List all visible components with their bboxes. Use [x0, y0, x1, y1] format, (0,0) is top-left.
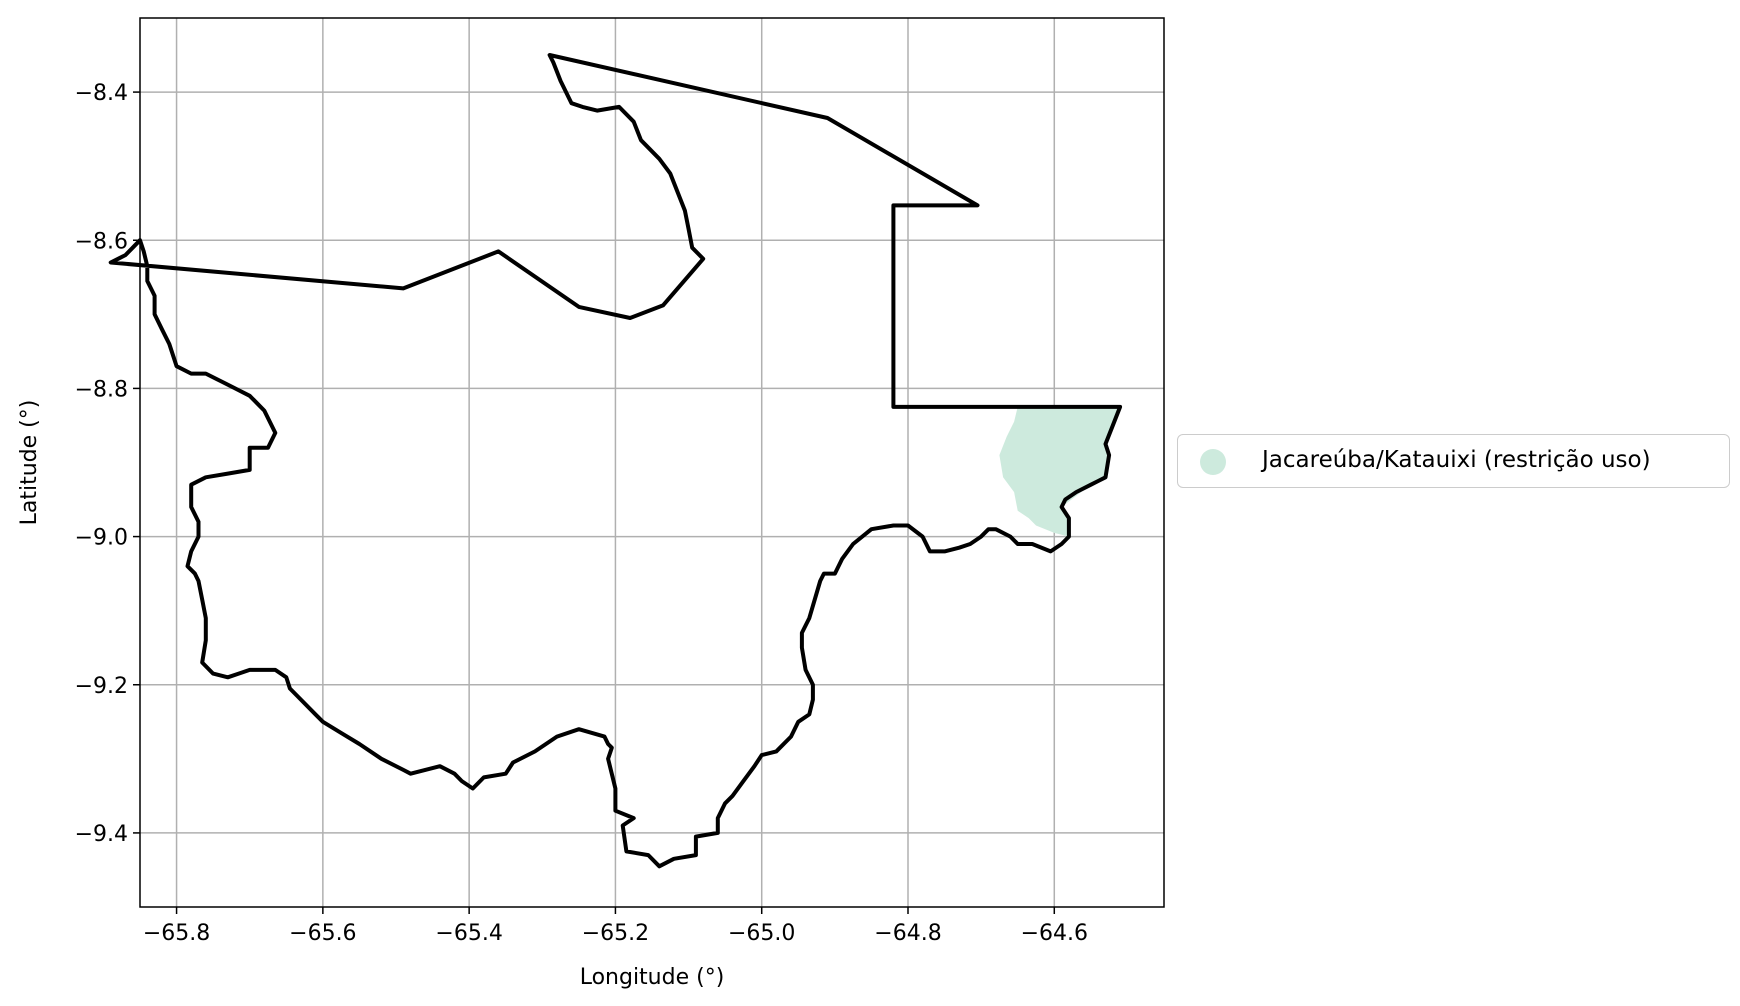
- x-tick-label: −65.4: [435, 921, 502, 946]
- y-tick-label: −9.2: [75, 674, 128, 699]
- y-tick-label: −8.8: [75, 377, 128, 402]
- x-tick-label: −65.6: [289, 921, 356, 946]
- y-tick-label: −9.4: [75, 822, 128, 847]
- y-tick-label: −8.6: [75, 229, 128, 254]
- axis-ticks: −65.8 −65.6 −65.4 −65.2 −65.0 −64.8 −64.6 −8.4 −…: [75, 81, 1088, 946]
- x-tick-label: −65.2: [582, 921, 649, 946]
- x-tick-label: −64.6: [1021, 921, 1088, 946]
- restriction-area-polygon: [999, 406, 1121, 537]
- y-tick-label: −9.0: [75, 526, 128, 551]
- x-tick-label: −65.8: [143, 921, 210, 946]
- x-tick-label: −64.8: [874, 921, 941, 946]
- axes-frame: [139, 17, 1165, 908]
- x-tick-label: −65.0: [728, 921, 795, 946]
- y-tick-label: −8.4: [75, 81, 128, 106]
- y-axis-label: Latitude (°): [17, 400, 42, 526]
- map-layers: [108, 53, 1123, 869]
- x-axis-label: Longitude (°): [580, 965, 725, 990]
- municipality-boundary: [108, 53, 1123, 869]
- legend-label-restriction: Jacareúba/Katauixi (restrição uso): [1262, 447, 1651, 473]
- legend: Jacareúba/Katauixi (restrição uso): [1177, 434, 1730, 488]
- legend-marker-restriction: [1200, 449, 1226, 475]
